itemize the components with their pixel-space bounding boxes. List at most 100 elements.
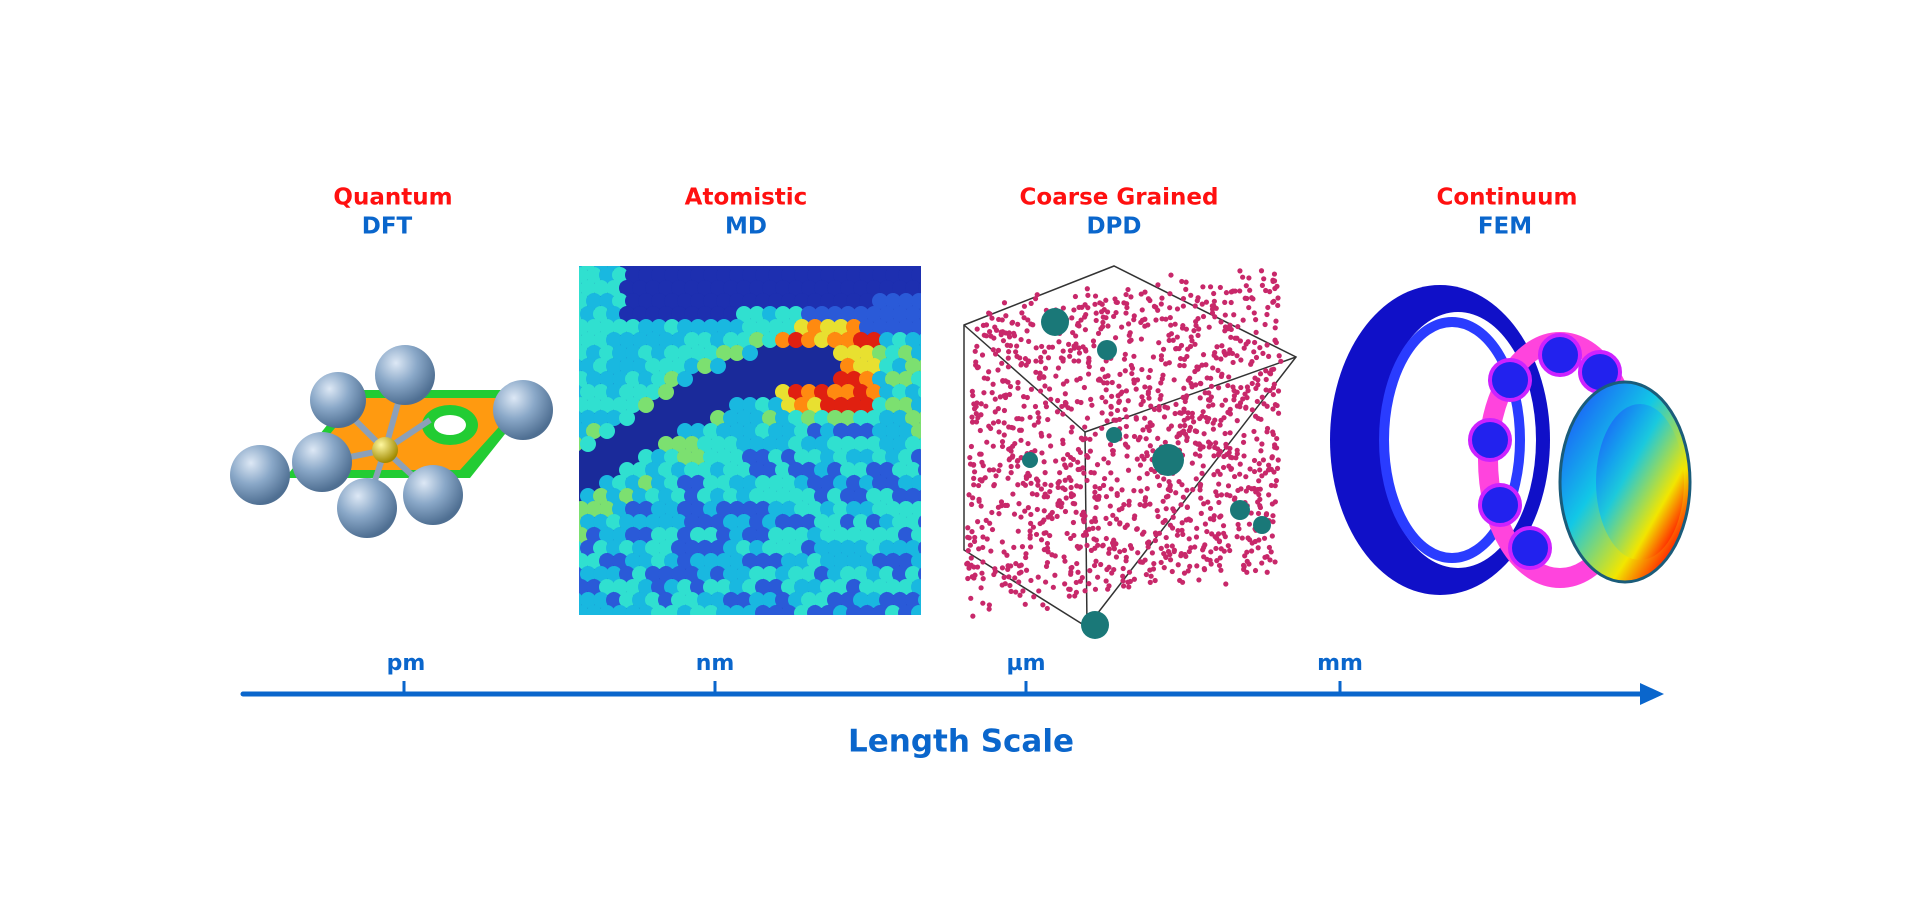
bead (1196, 441, 1202, 447)
atom (794, 267, 810, 283)
bead (1097, 377, 1104, 383)
bead (1211, 513, 1217, 519)
bead (1194, 298, 1200, 304)
atom (690, 553, 706, 569)
atom (625, 475, 641, 491)
bead (1164, 543, 1170, 549)
cluster (1022, 452, 1038, 468)
atom (892, 306, 908, 322)
atom (820, 423, 836, 439)
bead (1184, 504, 1190, 510)
bead (1269, 533, 1275, 539)
bead (1234, 534, 1240, 540)
bead (1038, 486, 1045, 492)
bead (977, 427, 983, 434)
bead (1039, 343, 1045, 350)
bead (1199, 362, 1205, 368)
bead (1243, 404, 1249, 410)
bead (1062, 462, 1068, 468)
bead (1240, 396, 1246, 402)
atom (703, 293, 719, 309)
atom (892, 358, 908, 374)
bead (1015, 463, 1021, 469)
bead (1001, 393, 1007, 399)
bead (1151, 303, 1158, 309)
bead (1184, 487, 1190, 493)
column-title: Quantum (333, 185, 452, 211)
bead (1205, 439, 1212, 445)
atom (853, 436, 869, 452)
bead (1241, 345, 1247, 351)
atom (840, 410, 856, 426)
bead (1249, 407, 1255, 413)
bead (991, 483, 997, 489)
atom (911, 475, 921, 491)
bead (1187, 424, 1194, 430)
bead (1080, 344, 1086, 350)
atom (697, 462, 713, 478)
bead (1207, 516, 1214, 522)
bead (1252, 538, 1258, 545)
bead (1047, 488, 1053, 495)
bead (1117, 521, 1123, 527)
bead (1112, 296, 1118, 302)
bead (993, 473, 999, 479)
bead (1038, 537, 1045, 543)
bead (1028, 386, 1035, 392)
bead (1025, 470, 1031, 476)
bead (1262, 321, 1268, 328)
atom (866, 566, 882, 582)
atom (788, 592, 804, 608)
bead (1253, 329, 1259, 335)
bead (1178, 550, 1184, 557)
bead (1042, 579, 1049, 585)
bead (1053, 373, 1059, 379)
bead (979, 459, 985, 465)
atom (892, 332, 908, 348)
bead (1134, 456, 1140, 462)
atom (742, 345, 758, 361)
atom (840, 332, 856, 348)
atom (911, 345, 921, 361)
atom (716, 319, 732, 335)
atom (645, 540, 661, 556)
atom (924, 579, 940, 595)
atom (833, 475, 849, 491)
bead (1023, 567, 1030, 573)
atom (859, 267, 875, 283)
bead (1069, 564, 1075, 571)
bead (1149, 422, 1155, 428)
atom (872, 553, 888, 569)
atom (801, 280, 817, 296)
bead (1270, 513, 1276, 519)
atom (579, 267, 589, 283)
atom (684, 488, 700, 504)
bead (1142, 289, 1148, 295)
bead (987, 520, 993, 526)
bead (1040, 374, 1047, 380)
bead (969, 501, 975, 507)
atom (710, 436, 726, 452)
bead (991, 335, 997, 341)
atom (593, 592, 609, 608)
bead (1041, 494, 1047, 500)
atom (723, 540, 739, 556)
atom (664, 501, 680, 517)
bead (1210, 426, 1216, 432)
bead (1039, 450, 1045, 456)
bead (1188, 292, 1194, 298)
bead (1217, 555, 1223, 561)
atom (710, 488, 726, 504)
atom (580, 436, 596, 452)
bead (1160, 372, 1166, 378)
bead (1131, 353, 1137, 359)
atom (775, 566, 791, 582)
atom (645, 566, 661, 582)
atom (742, 553, 758, 569)
atom (833, 553, 849, 569)
bead (1270, 431, 1276, 438)
atom (729, 267, 745, 283)
bead (968, 443, 975, 450)
bead (1034, 292, 1040, 298)
atom (729, 397, 745, 413)
